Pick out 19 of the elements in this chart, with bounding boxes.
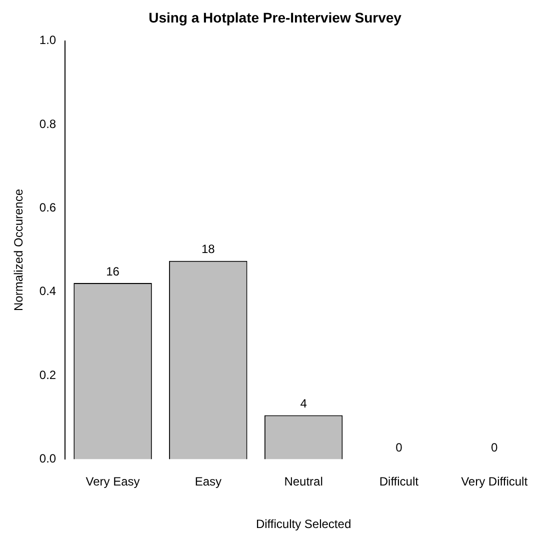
annotation: 0 xyxy=(396,440,403,455)
annotation: 18 xyxy=(201,242,216,256)
chart-title: Using a Hotplate Pre-Interview Survey xyxy=(148,9,402,26)
y-tick-label: 0.8 xyxy=(39,116,56,131)
annotation: 4 xyxy=(300,396,308,411)
annotation: 16 xyxy=(106,264,120,278)
x-tick-label: Very Easy xyxy=(86,474,140,489)
y-tick-label: 0.4 xyxy=(39,284,56,298)
x-tick-label: Difficult xyxy=(379,474,420,489)
y-tick-label: 1.0 xyxy=(39,33,56,48)
x-tick-label: Very Difficult xyxy=(461,474,528,489)
y-tick-label: 0.6 xyxy=(39,200,56,214)
x-tick-label: Neutral xyxy=(284,474,323,489)
annotation: 0 xyxy=(490,440,498,455)
x-tick-label: Easy xyxy=(194,474,222,489)
x-axis-title: Difficulty Selected xyxy=(256,517,352,532)
y-axis-title: Normalized Occurence xyxy=(12,188,26,312)
y-tick-label: 0.0 xyxy=(39,452,56,466)
y-tick-label: 0.2 xyxy=(39,368,56,382)
